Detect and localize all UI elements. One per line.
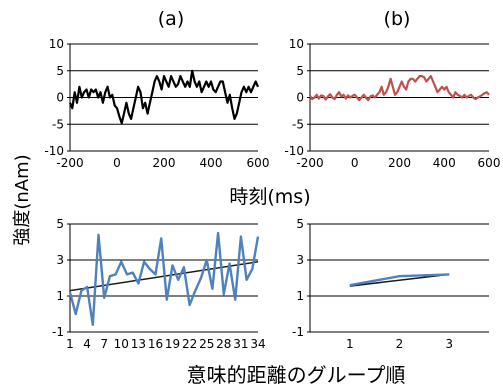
y-axis-label: 強度(nAm) [12, 154, 33, 245]
series-line [349, 273, 450, 287]
x-tick-label: 1 [346, 337, 354, 351]
x-tick-label: 31 [233, 337, 248, 351]
panel-b-chart: -10 -5 0 5 10 -200 0 200 400 600 [284, 37, 500, 170]
y-tick-label: -1 [52, 325, 64, 339]
x-tick-label: 19 [165, 337, 180, 351]
x-tick-label: 28 [216, 337, 231, 351]
y-tick-label: 5 [296, 64, 304, 78]
x-tick-label: 7 [100, 337, 108, 351]
y-tick-label: 0 [296, 91, 304, 105]
series-line [309, 74, 490, 102]
y-tick-label: 10 [49, 37, 64, 51]
y-tick-label: 5 [296, 217, 304, 231]
y-tick-label: 0 [56, 91, 64, 105]
y-tick-label: 5 [56, 217, 64, 231]
x-tick-label: 600 [478, 156, 501, 170]
trend-line [349, 273, 450, 287]
x-tick-label: 400 [433, 156, 456, 170]
x-tick-label: 400 [200, 156, 223, 170]
panel-a-chart: -10 -5 0 5 10 -200 0 200 400 600 [44, 37, 269, 170]
x-tick-label: 34 [250, 337, 265, 351]
panel-a-title: (a) [158, 8, 184, 30]
x-axis-label-group-order: 意味的距離のグループ順 [187, 363, 406, 387]
x-tick-label: 16 [148, 337, 163, 351]
x-tick-label: 22 [182, 337, 197, 351]
x-tick-label: 4 [83, 337, 91, 351]
x-tick-label: 600 [247, 156, 270, 170]
x-tick-label: 200 [388, 156, 411, 170]
panel-b-title: (b) [384, 8, 411, 30]
x-axis-label-time: 時刻(ms) [229, 186, 310, 208]
series-line [68, 231, 260, 326]
y-tick-label: -5 [292, 117, 304, 131]
x-tick-label: -200 [296, 156, 323, 170]
panel-d-chart: -1 1 3 5 1 2 3 [292, 217, 489, 351]
x-tick-label: 3 [445, 337, 453, 351]
x-tick-label: 200 [153, 156, 176, 170]
y-tick-label: 10 [289, 37, 304, 51]
y-tick-label: 3 [56, 253, 64, 267]
x-tick-label: -200 [56, 156, 83, 170]
y-tick-label: 1 [296, 289, 304, 303]
x-tick-label: 1 [66, 337, 74, 351]
x-tick-label: 13 [131, 337, 146, 351]
y-tick-label: -1 [292, 325, 304, 339]
y-tick-label: 1 [56, 289, 64, 303]
y-tick-label: -5 [52, 117, 64, 131]
x-tick-label: 25 [199, 337, 214, 351]
x-tick-label: 0 [113, 156, 121, 170]
x-tick-label: 0 [351, 156, 359, 170]
y-tick-label: 5 [56, 64, 64, 78]
y-tick-label: -10 [284, 144, 304, 158]
y-tick-label: -10 [44, 144, 64, 158]
y-tick-label: 3 [296, 253, 304, 267]
x-tick-label: 10 [114, 337, 129, 351]
series-line [68, 69, 260, 125]
x-tick-label: 2 [396, 337, 404, 351]
